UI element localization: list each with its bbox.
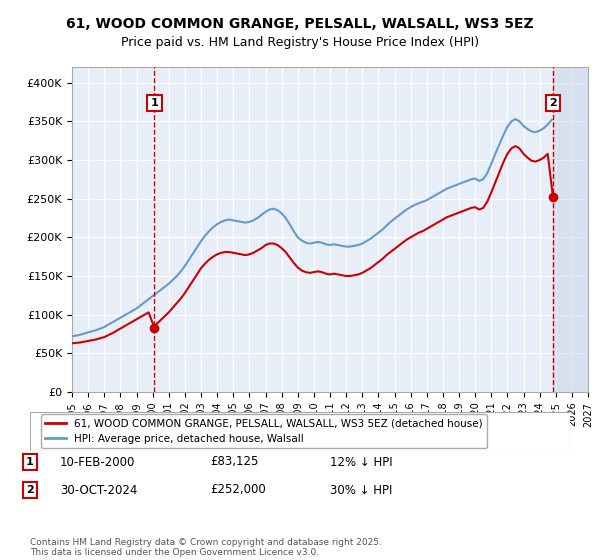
Text: 30-OCT-2024: 30-OCT-2024 [60, 483, 137, 497]
Text: 2: 2 [549, 98, 557, 108]
Text: £83,125: £83,125 [210, 455, 259, 469]
Text: 2: 2 [26, 485, 34, 495]
Text: 10-FEB-2000: 10-FEB-2000 [60, 455, 136, 469]
FancyBboxPatch shape [30, 412, 570, 451]
Text: 12% ↓ HPI: 12% ↓ HPI [330, 455, 392, 469]
Text: £252,000: £252,000 [210, 483, 266, 497]
Text: 30% ↓ HPI: 30% ↓ HPI [330, 483, 392, 497]
Text: Price paid vs. HM Land Registry's House Price Index (HPI): Price paid vs. HM Land Registry's House … [121, 36, 479, 49]
Text: 1: 1 [26, 457, 34, 467]
Text: 1: 1 [151, 98, 158, 108]
Legend: 61, WOOD COMMON GRANGE, PELSALL, WALSALL, WS3 5EZ (detached house), HPI: Average: 61, WOOD COMMON GRANGE, PELSALL, WALSALL… [41, 414, 487, 448]
Text: 61, WOOD COMMON GRANGE, PELSALL, WALSALL, WS3 5EZ: 61, WOOD COMMON GRANGE, PELSALL, WALSALL… [66, 17, 534, 31]
Text: Contains HM Land Registry data © Crown copyright and database right 2025.
This d: Contains HM Land Registry data © Crown c… [30, 538, 382, 557]
Bar [553, 67, 588, 392]
